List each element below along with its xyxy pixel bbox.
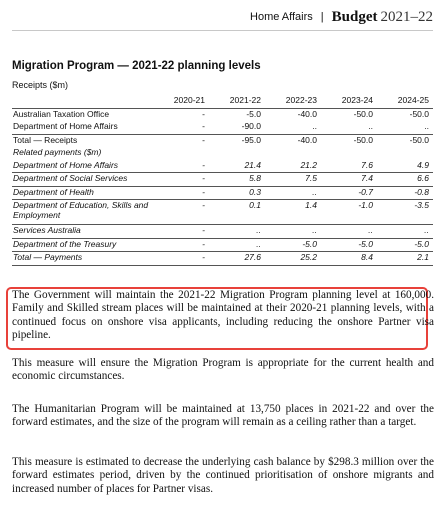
table-cell: - [153, 133, 209, 147]
table-cell: .. [265, 224, 321, 238]
table-cell: 25.2 [265, 251, 321, 266]
table-cell: .. [377, 224, 433, 238]
row-label: Total — Payments [12, 251, 153, 266]
table-cell: - [153, 172, 209, 186]
table-row: Department of Home Affairs - 21.4 21.2 7… [12, 160, 433, 173]
row-label: Department of Education, Skills and Empl… [12, 199, 153, 225]
table-cell: -5.0 [377, 237, 433, 252]
table-cell: 7.5 [265, 172, 321, 186]
table-subtitle: Receipts ($m) [12, 80, 69, 90]
table-cell: .. [209, 224, 265, 238]
row-label: Department of Health [12, 185, 153, 200]
table-row: Department of Social Services - 5.8 7.5 … [12, 172, 433, 186]
table-cell: -1.0 [321, 199, 377, 225]
table-cell: -40.0 [265, 107, 321, 121]
table-row: Department of Education, Skills and Empl… [12, 199, 433, 225]
table-cell: - [153, 199, 209, 225]
page-header: Home Affairs | Budget 2021–22 [12, 8, 433, 26]
table-cell: 5.8 [209, 172, 265, 186]
column-header: 2022-23 [285, 95, 317, 105]
table-cell: 7.4 [321, 172, 377, 186]
paragraph-cash-balance: This measure is estimated to decrease th… [12, 456, 434, 495]
budget-label: Budget [331, 8, 378, 25]
highlight-box [6, 287, 428, 350]
table-cell: 2.1 [377, 251, 433, 266]
table-cell: .. [321, 224, 377, 238]
related-payments-heading-row: Related payments ($m) [12, 147, 433, 160]
total-payments-row: Total — Payments - 27.6 25.2 8.4 2.1 [12, 251, 433, 266]
table-cell: - [153, 224, 209, 238]
table-cell: -50.0 [377, 107, 433, 121]
total-receipts-row: Total — Receipts - -95.0 -40.0 -50.0 -50… [12, 133, 433, 147]
table-cell: .. [368, 121, 373, 131]
table-cell: -0.7 [321, 185, 377, 200]
header-rule [12, 30, 433, 31]
column-header: 2024-25 [397, 95, 429, 105]
table-cell: - [153, 185, 209, 200]
paragraph-humanitarian: The Humanitarian Program will be maintai… [12, 403, 434, 429]
column-header [12, 92, 153, 108]
related-payments-heading: Related payments ($m) [13, 147, 102, 157]
receipts-table: 2020-21 2021-22 2022-23 2023-24 2024-25 … [12, 92, 433, 266]
table-cell: -50.0 [377, 133, 433, 147]
row-label: Australian Taxation Office [12, 107, 153, 121]
table-cell: 8.4 [321, 251, 377, 266]
table-cell: 1.4 [265, 199, 321, 225]
table-cell: -90.0 [241, 121, 261, 131]
table-cell: -3.5 [377, 199, 433, 225]
table-cell: -5.0 [321, 237, 377, 252]
table-row: Australian Taxation Office - -5.0 -40.0 … [12, 107, 433, 121]
budget-year: 2021–22 [380, 8, 434, 25]
table-cell: 0.3 [209, 185, 265, 200]
row-label: Total — Receipts [12, 133, 153, 147]
table-cell: - [153, 251, 209, 266]
paragraph-planning-level: The Government will maintain the 2021-22… [12, 289, 434, 342]
table-cell: 7.6 [361, 159, 373, 170]
row-label: Services Australia [12, 224, 153, 238]
page-title: Migration Program — 2021-22 planning lev… [12, 60, 261, 72]
table-cell: -50.0 [321, 133, 377, 147]
table-row: Services Australia - .. .. .. .. [12, 224, 433, 238]
column-header: 2021-22 [229, 95, 261, 105]
table-cell: -5.0 [265, 237, 321, 252]
table-header-row: 2020-21 2021-22 2022-23 2023-24 2024-25 [12, 92, 433, 108]
table-cell: -95.0 [209, 133, 265, 147]
department-name: Home Affairs [250, 11, 313, 23]
table-cell: .. [424, 121, 429, 131]
table-cell: 21.2 [300, 159, 317, 170]
table-cell: - [153, 237, 209, 252]
table-cell: - [153, 107, 209, 121]
row-label: Department of the Treasury [12, 237, 153, 252]
table-cell: .. [265, 185, 321, 200]
table-row: Department of Home Affairs - -90.0 .. ..… [12, 121, 433, 134]
table-cell: .. [312, 121, 317, 131]
table-row: Department of Health - 0.3 .. -0.7 -0.8 [12, 185, 433, 200]
table-cell: 6.6 [377, 172, 433, 186]
table-cell: -5.0 [209, 107, 265, 121]
row-label: Department of Social Services [12, 172, 153, 186]
table-cell: -0.8 [377, 185, 433, 200]
table-cell: 0.1 [209, 199, 265, 225]
table-cell: -50.0 [321, 107, 377, 121]
table-cell: 4.9 [417, 159, 429, 170]
row-label: Department of Home Affairs [13, 121, 118, 131]
row-label: Department of Home Affairs [13, 159, 119, 170]
table-cell: .. [209, 237, 265, 252]
table-cell: - [202, 159, 205, 170]
column-header: 2020-21 [173, 95, 205, 105]
header-separator: | [320, 11, 324, 23]
paragraph-measure-appropriate: This measure will ensure the Migration P… [12, 357, 434, 383]
table-cell: 27.6 [209, 251, 265, 266]
table-cell: - [202, 121, 205, 131]
table-cell: -40.0 [265, 133, 321, 147]
table-row: Department of the Treasury - .. -5.0 -5.… [12, 237, 433, 252]
table-cell: 21.4 [244, 159, 261, 170]
column-header: 2023-24 [341, 95, 373, 105]
